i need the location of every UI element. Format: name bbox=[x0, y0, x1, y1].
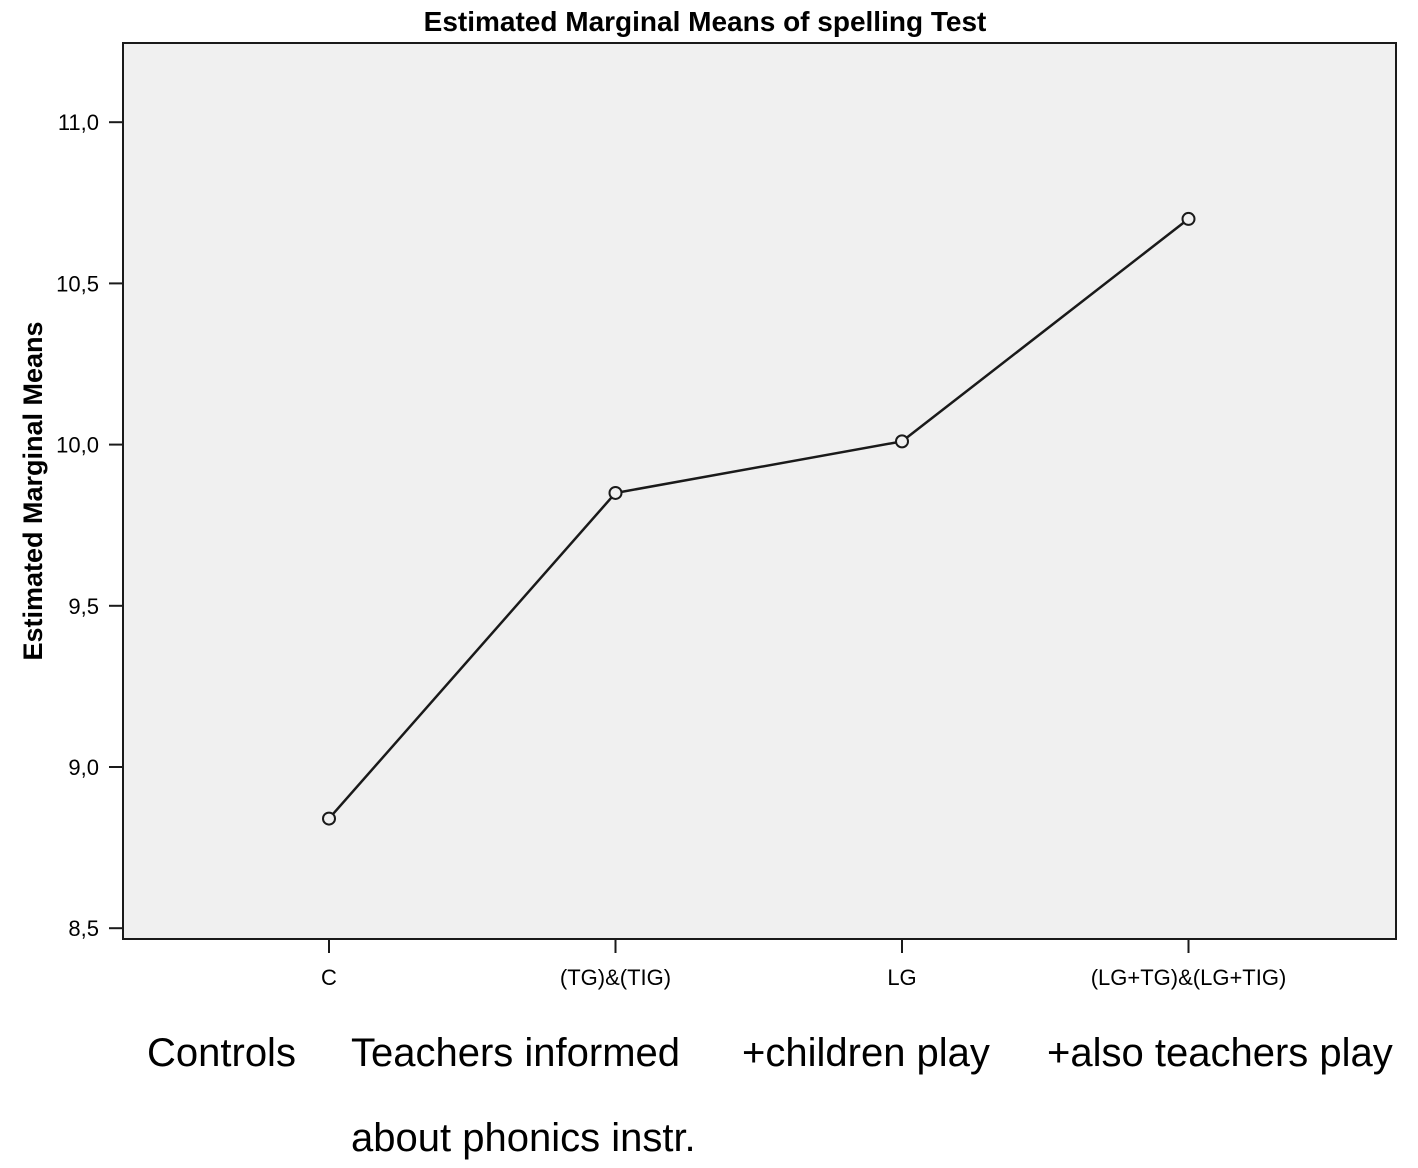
y-tick-label: 11,0 bbox=[58, 110, 99, 135]
x-tick-label: (LG+TG)&(LG+TIG) bbox=[1091, 965, 1287, 990]
y-tick-label: 10,0 bbox=[56, 433, 99, 458]
y-tick-label: 9,0 bbox=[68, 755, 99, 780]
data-point bbox=[608, 485, 623, 500]
x-tick-label: LG bbox=[887, 965, 916, 990]
data-point bbox=[895, 434, 909, 449]
series-group bbox=[322, 211, 1196, 826]
category-annotation-line: +children play bbox=[742, 1031, 990, 1075]
chart-title: Estimated Marginal Means of spelling Tes… bbox=[424, 6, 987, 37]
x-tick-label: C bbox=[321, 965, 337, 990]
y-axis-label: Estimated Marginal Means bbox=[18, 321, 48, 660]
category-annotation-line: about phonics instr. bbox=[351, 1116, 696, 1160]
data-point bbox=[1181, 211, 1196, 226]
plot-area bbox=[122, 42, 1397, 940]
data-point bbox=[322, 811, 336, 826]
y-tick-label: 10,5 bbox=[56, 271, 99, 296]
category-annotation-line: +also teachers play bbox=[1047, 1031, 1393, 1075]
x-tick-label: (TG)&(TIG) bbox=[560, 965, 671, 990]
category-annotation-line: Teachers informed bbox=[351, 1031, 680, 1075]
y-tick-label: 9,5 bbox=[68, 594, 99, 619]
x-axis: C (TG)&(TIG) LG (LG+TG)&(LG+TIG) bbox=[321, 939, 1286, 990]
series-line bbox=[328, 217, 1190, 820]
category-annotation-line: Controls bbox=[147, 1031, 296, 1075]
y-axis: 8,5 9,0 9,5 10,0 10,5 11,0 bbox=[56, 110, 123, 941]
category-annotations: Controls Teachers informed about phonics i… bbox=[147, 1031, 1393, 1160]
y-tick-label: 8,5 bbox=[68, 916, 99, 941]
